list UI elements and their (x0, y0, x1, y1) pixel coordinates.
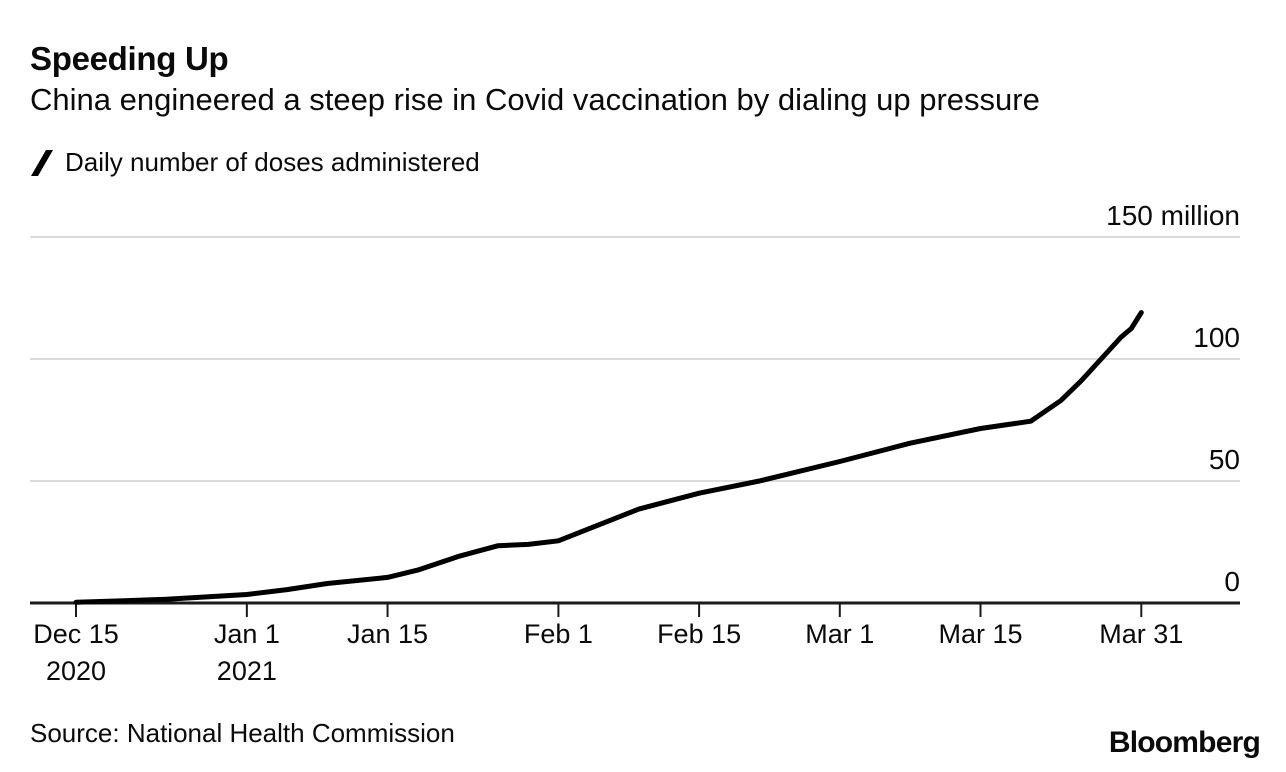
data-line-doses (73, 310, 1144, 605)
x-axis-label: Dec 15 2020 (33, 619, 119, 686)
x-axis-label: Mar 1 (805, 619, 875, 649)
source-note: Source: National Health Commission (30, 718, 455, 748)
y-axis-label: 50 (1208, 444, 1240, 475)
x-axis-label: Jan 1 2021 (213, 619, 280, 686)
y-axis-label: 0 (1224, 566, 1240, 597)
legend-label: Daily number of doses administered (65, 147, 480, 177)
chart-subtitle: China engineered a steep rise in Covid v… (30, 82, 1040, 117)
y-axis-label: 150 million (1106, 200, 1240, 231)
x-axis-label: Mar 15 (938, 619, 1023, 649)
legend: Daily number of doses administered (30, 147, 480, 178)
x-axis-label: Feb 1 (523, 619, 593, 649)
x-axis-label: Mar 31 (1099, 619, 1184, 649)
x-axis-label: Jan 15 (347, 619, 429, 649)
x-axis-label: Feb 15 (657, 619, 742, 649)
bloomberg-logo: Bloomberg (1108, 726, 1261, 759)
chart-title: Speeding Up (30, 40, 229, 77)
y-axis-label: 100 (1193, 322, 1240, 353)
line-series-slash-icon (31, 149, 53, 176)
